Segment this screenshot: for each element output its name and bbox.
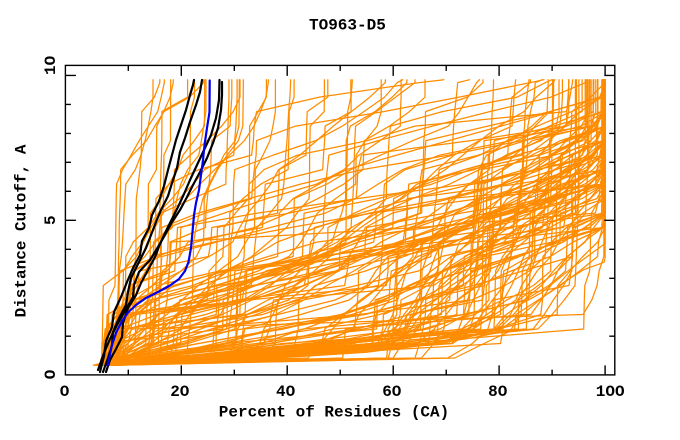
- svg-text:2O: 2O: [170, 383, 190, 401]
- svg-text:8O: 8O: [488, 383, 508, 401]
- svg-text:4O: 4O: [276, 383, 296, 401]
- svg-text:O: O: [42, 369, 60, 379]
- svg-text:Distance Cutoff, A: Distance Cutoff, A: [12, 144, 30, 317]
- svg-text:Percent of Residues (CA): Percent of Residues (CA): [219, 404, 449, 422]
- svg-text:O: O: [60, 383, 70, 401]
- svg-text:5: 5: [42, 215, 60, 225]
- svg-text:6O: 6O: [382, 383, 402, 401]
- svg-text:1OO: 1OO: [596, 383, 625, 401]
- svg-text:TO963-D5: TO963-D5: [309, 17, 386, 35]
- svg-text:1O: 1O: [42, 55, 60, 75]
